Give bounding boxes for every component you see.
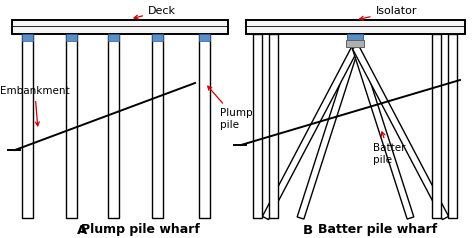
Text: Deck: Deck <box>134 6 176 19</box>
Polygon shape <box>263 45 359 220</box>
Text: B: B <box>302 223 312 237</box>
Text: Batter pile wharf: Batter pile wharf <box>318 223 437 237</box>
Text: Plump
pile: Plump pile <box>208 86 253 130</box>
Bar <box>109 34 119 41</box>
Text: Embankment: Embankment <box>0 86 70 126</box>
Bar <box>254 34 263 218</box>
Text: A: A <box>77 223 87 237</box>
Bar <box>153 34 164 41</box>
Bar <box>22 34 34 218</box>
Polygon shape <box>352 46 414 219</box>
Bar <box>66 34 78 218</box>
Bar <box>347 34 364 40</box>
Bar <box>432 34 441 218</box>
Bar <box>109 34 119 218</box>
Bar <box>270 34 279 218</box>
Bar <box>66 34 78 41</box>
Bar <box>448 34 457 218</box>
Text: Batter
pile: Batter pile <box>374 132 406 165</box>
Bar <box>246 20 465 34</box>
Bar <box>200 34 210 41</box>
Bar <box>22 34 34 41</box>
Bar <box>12 20 228 34</box>
Text: Isolator: Isolator <box>360 6 417 20</box>
Bar <box>346 40 365 47</box>
Bar <box>153 34 164 218</box>
Polygon shape <box>352 45 448 220</box>
Bar <box>200 34 210 218</box>
Polygon shape <box>297 46 359 219</box>
Text: Plump pile wharf: Plump pile wharf <box>81 223 200 237</box>
